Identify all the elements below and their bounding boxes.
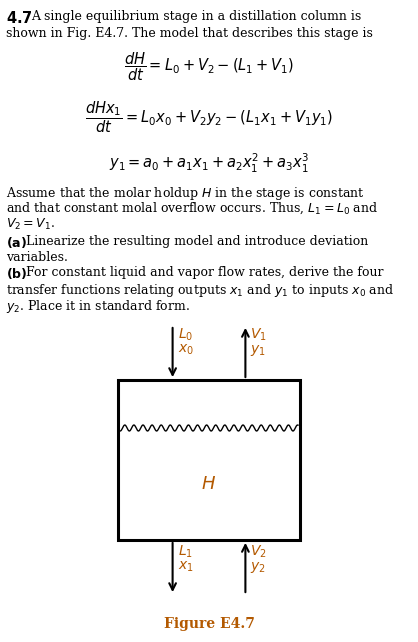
Text: $x_1$: $x_1$ bbox=[178, 560, 194, 575]
Text: transfer functions relating outputs $x_1$ and $y_1$ to inputs $x_0$ and: transfer functions relating outputs $x_1… bbox=[6, 282, 394, 299]
Text: Assume that the molar holdup $H$ in the stage is constant: Assume that the molar holdup $H$ in the … bbox=[6, 185, 364, 202]
Text: $y_1 = a_0 + a_1x_1 + a_2x_1^2 + a_3x_1^3$: $y_1 = a_0 + a_1x_1 + a_2x_1^2 + a_3x_1^… bbox=[109, 152, 309, 175]
Text: $L_0$: $L_0$ bbox=[178, 327, 193, 343]
Text: $V_1$: $V_1$ bbox=[250, 327, 267, 343]
Bar bbox=[118, 380, 300, 540]
Text: variables.: variables. bbox=[6, 251, 68, 264]
Text: A single equilibrium stage in a distillation column is: A single equilibrium stage in a distilla… bbox=[31, 10, 361, 23]
Text: shown in Fig. E4.7. The model that describes this stage is: shown in Fig. E4.7. The model that descr… bbox=[6, 27, 373, 40]
Text: $y_2$: $y_2$ bbox=[250, 560, 266, 575]
Text: $V_2 = V_1$.: $V_2 = V_1$. bbox=[6, 217, 55, 232]
Text: and that constant molal overflow occurs. Thus, $L_1 = L_0$ and: and that constant molal overflow occurs.… bbox=[6, 201, 378, 216]
Text: $\dfrac{dHx_1}{dt} = L_0x_0 + V_2y_2 - (L_1x_1 + V_1y_1)$: $\dfrac{dHx_1}{dt} = L_0x_0 + V_2y_2 - (… bbox=[85, 100, 333, 135]
Text: For constant liquid and vapor flow rates, derive the four: For constant liquid and vapor flow rates… bbox=[26, 266, 383, 279]
Text: $\mathbf{(b)}$: $\mathbf{(b)}$ bbox=[6, 266, 28, 281]
Text: Figure E4.7: Figure E4.7 bbox=[163, 617, 255, 631]
Text: $\mathbf{4.7}$: $\mathbf{4.7}$ bbox=[6, 10, 33, 26]
Text: $y_1$: $y_1$ bbox=[250, 343, 266, 358]
Text: $y_2$. Place it in standard form.: $y_2$. Place it in standard form. bbox=[6, 298, 190, 315]
Text: $x_0$: $x_0$ bbox=[178, 343, 194, 358]
Text: $L_1$: $L_1$ bbox=[178, 544, 193, 560]
Text: $V_2$: $V_2$ bbox=[250, 544, 267, 560]
Text: Linearize the resulting model and introduce deviation: Linearize the resulting model and introd… bbox=[26, 235, 368, 248]
Text: $\dfrac{dH}{dt} = L_0 + V_2 - (L_1 + V_1)$: $\dfrac{dH}{dt} = L_0 + V_2 - (L_1 + V_1… bbox=[124, 50, 294, 83]
Text: $H$: $H$ bbox=[201, 475, 217, 493]
Text: $\mathbf{(a)}$: $\mathbf{(a)}$ bbox=[6, 235, 27, 250]
